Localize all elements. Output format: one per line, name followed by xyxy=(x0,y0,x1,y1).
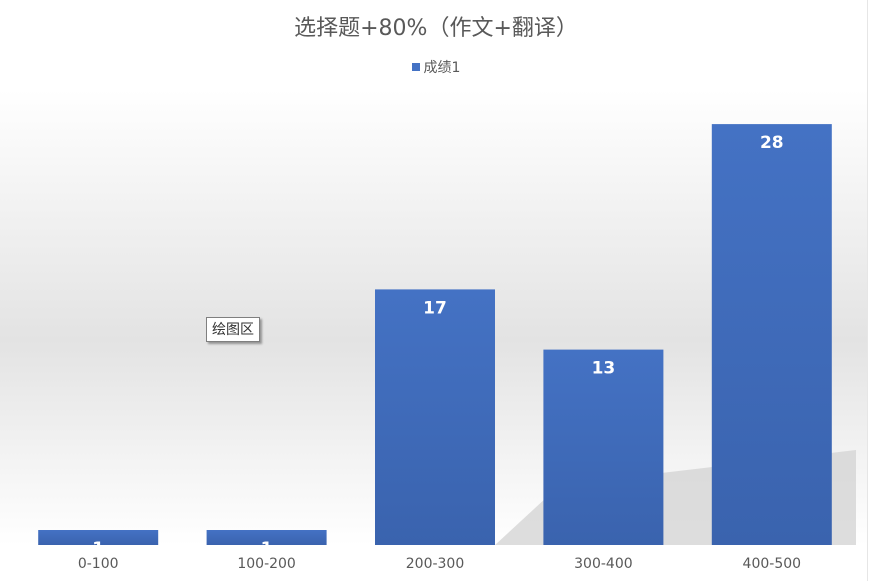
bars-group xyxy=(38,124,856,545)
data-label-100-200: 1 xyxy=(261,539,273,559)
category-axis: 0-100 100-200 200-300 300-400 400-500 xyxy=(78,556,801,572)
x-tick-label-100-200: 100-200 xyxy=(237,556,296,572)
chart-border xyxy=(867,0,868,581)
bar-100-200[interactable] xyxy=(206,530,327,545)
legend-label: 成绩1 xyxy=(423,60,461,76)
x-tick-label-400-500: 400-500 xyxy=(743,556,802,572)
data-label-200-300: 17 xyxy=(423,298,447,318)
bar-400-500[interactable] xyxy=(711,124,832,545)
legend-swatch xyxy=(411,63,420,71)
x-tick-label-0-100: 0-100 xyxy=(78,556,119,572)
bar-300-400[interactable] xyxy=(543,349,664,545)
bar-200-300[interactable] xyxy=(375,289,495,545)
x-tick-label-200-300: 200-300 xyxy=(406,556,465,572)
chart-title[interactable]: 选择题+80%（作文+翻译） xyxy=(294,16,578,41)
legend[interactable]: 成绩1 xyxy=(0,57,872,77)
plot-area-tooltip: 绘图区 xyxy=(206,317,260,342)
data-label-0-100: 1 xyxy=(92,539,104,559)
data-label-400-500: 28 xyxy=(760,133,784,153)
x-tick-label-300-400: 300-400 xyxy=(574,556,633,572)
data-label-300-400: 13 xyxy=(592,359,616,379)
bar-0-100[interactable] xyxy=(38,530,159,545)
data-labels-group: 1 1 17 13 28 xyxy=(92,133,783,559)
